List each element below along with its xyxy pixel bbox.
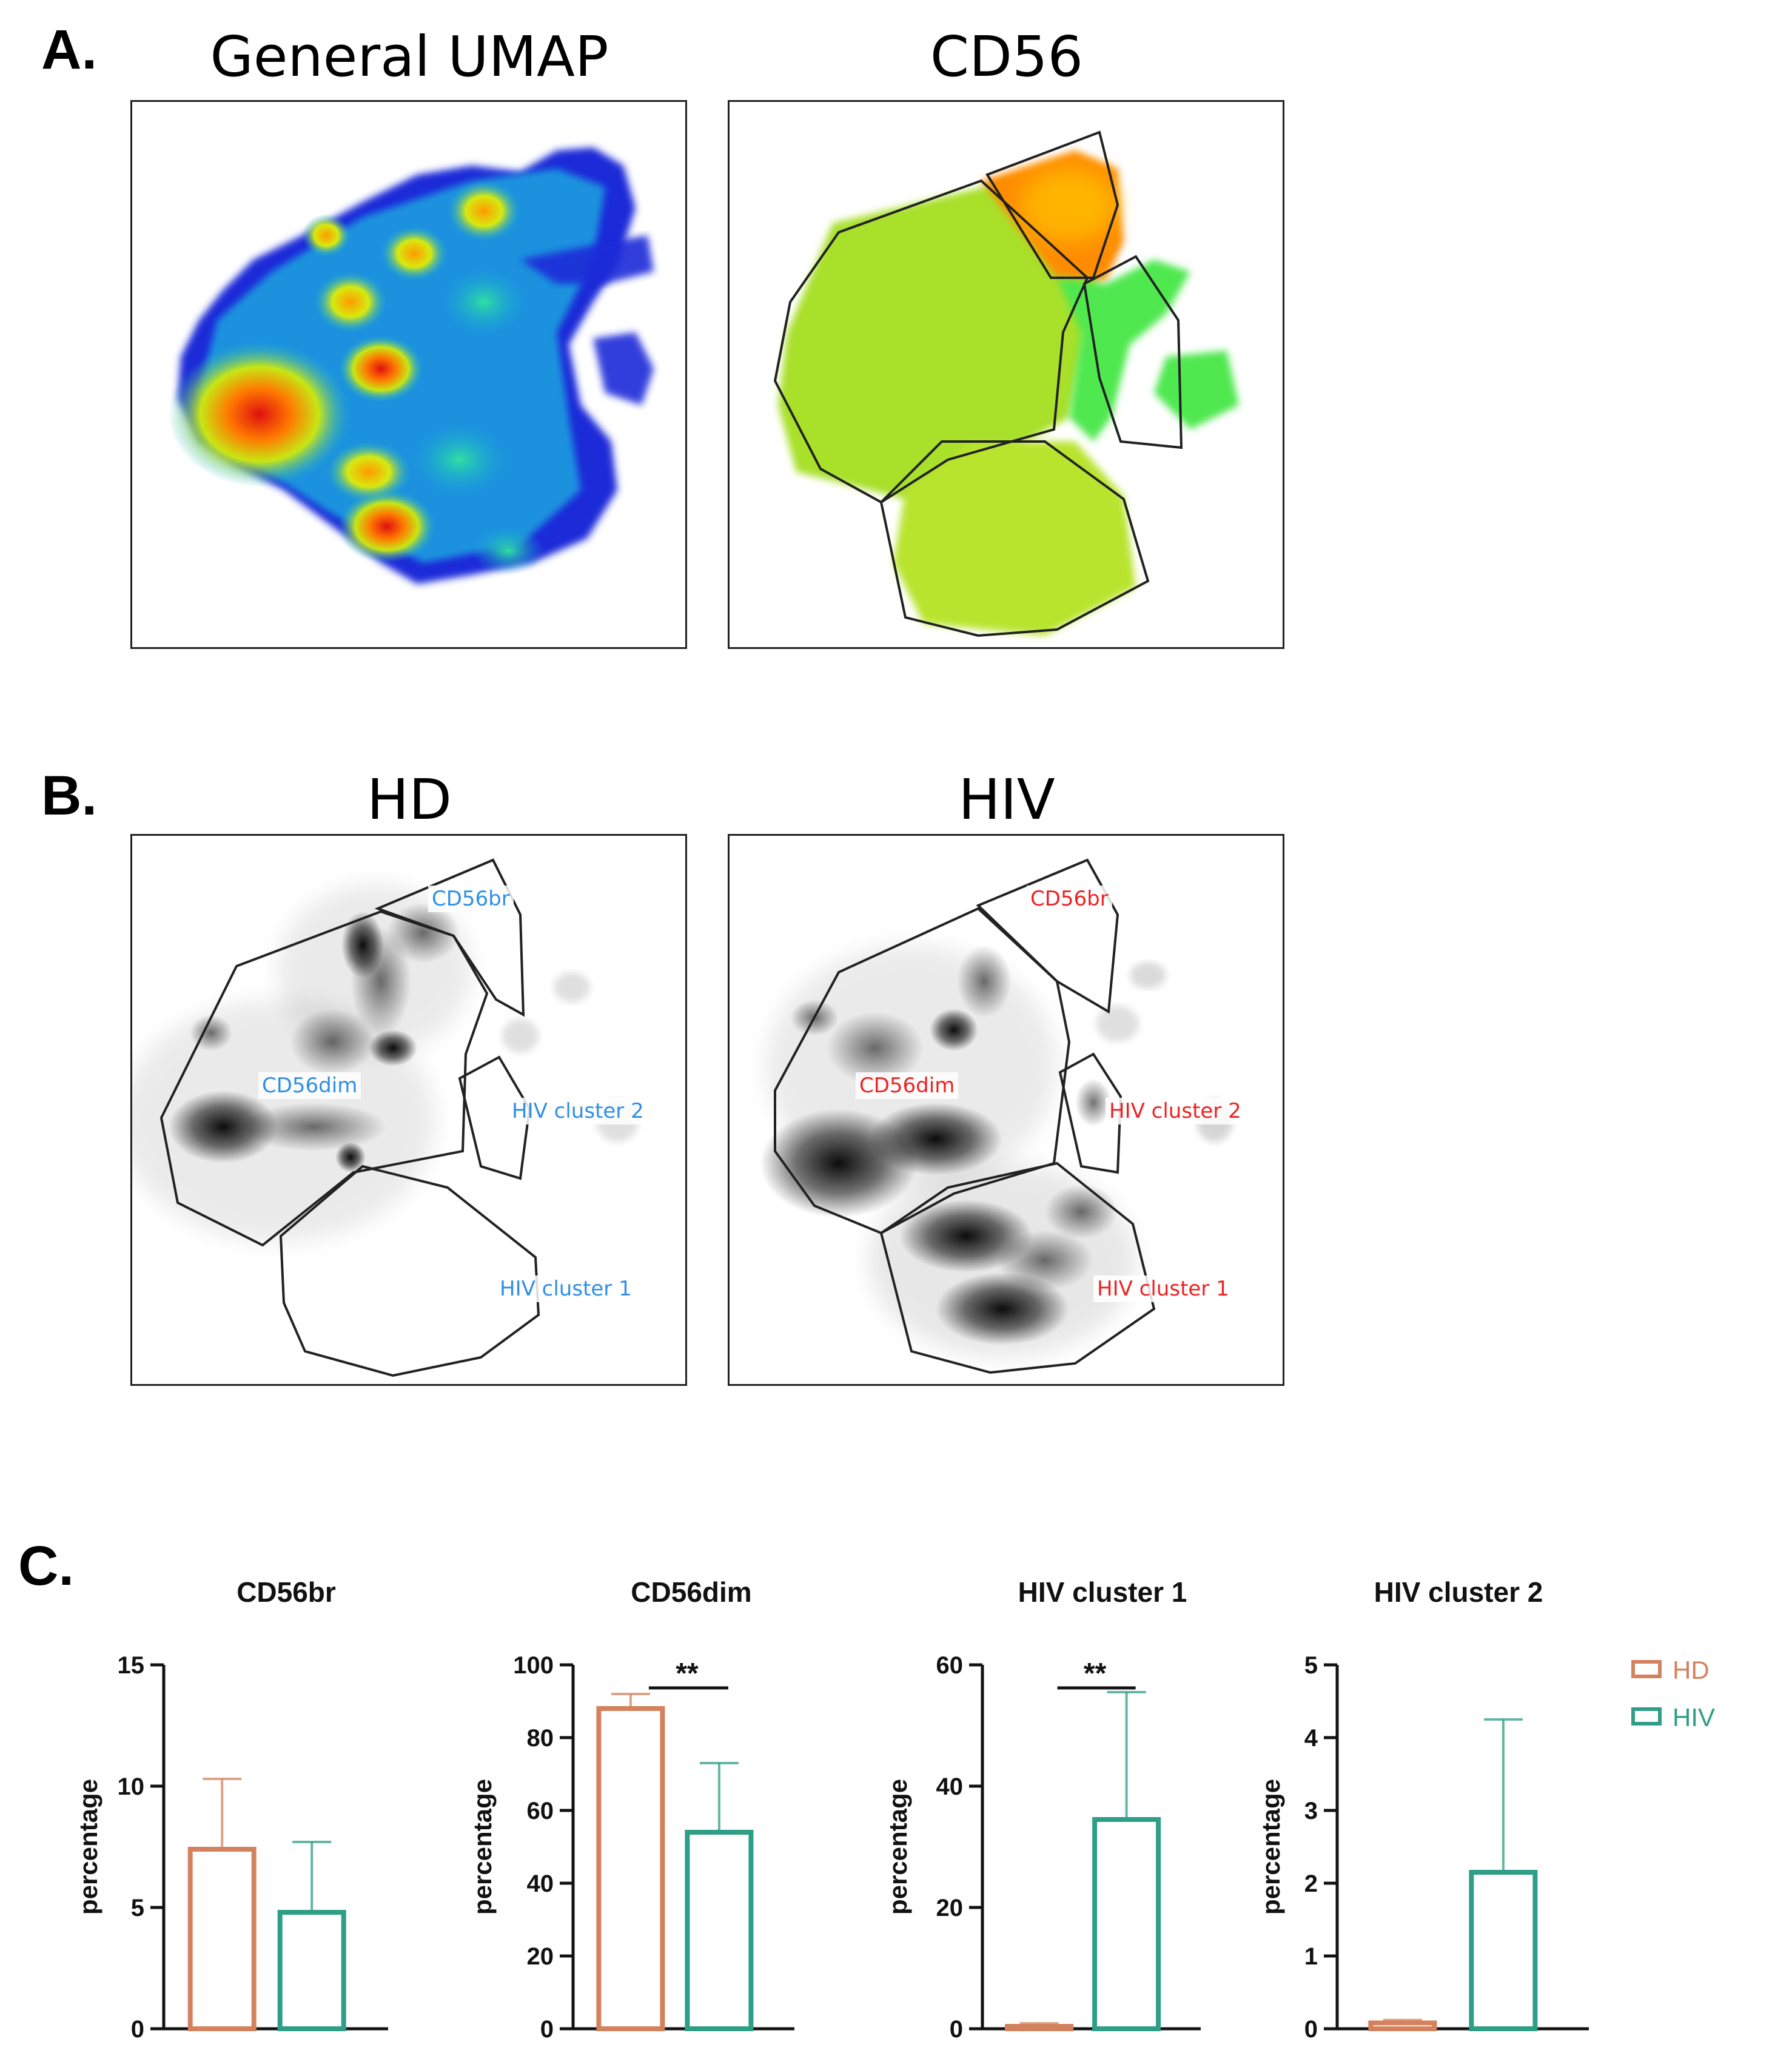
hiv-title: HIV	[958, 767, 1055, 832]
y-tick-label: 0	[1304, 2016, 1318, 2043]
cd56-title: CD56	[930, 24, 1084, 89]
y-tick-label: 4	[1304, 1725, 1318, 1752]
y-tick-label: 0	[131, 2016, 144, 2043]
y-tick-label: 2	[1304, 1870, 1318, 1897]
y-tick-label: 20	[527, 1943, 554, 1970]
cd56-plot	[728, 100, 1284, 649]
hd-label-hiv-cluster-2: HIV cluster 2	[508, 1098, 648, 1124]
bar-title-hiv-cluster-2: HIV cluster 2	[1374, 1576, 1543, 1608]
bar-hiv	[685, 1830, 754, 2031]
y-tick-label: 15	[118, 1652, 145, 1679]
hiv-label-cd56br: CD56br	[1027, 885, 1112, 912]
hiv-label-hiv-cluster-2: HIV cluster 2	[1106, 1098, 1245, 1124]
bar-hd	[187, 1847, 257, 2031]
y-tick-label: 1	[1304, 1943, 1318, 1970]
y-tick-label: 0	[950, 2016, 963, 2043]
hd-label-cd56br: CD56br	[428, 885, 514, 912]
y-tick-label: 5	[1304, 1652, 1318, 1679]
y-tick-label: 5	[131, 1895, 144, 1921]
y-tick-label: 60	[936, 1652, 964, 1679]
bar-title-cd56br: CD56br	[237, 1576, 336, 1608]
hiv-label-hiv-cluster-1: HIV cluster 1	[1093, 1275, 1233, 1302]
cd56-expression	[773, 130, 1239, 637]
hiv-density-plot: CD56br CD56dim HIV cluster 2 HIV cluster…	[728, 834, 1284, 1386]
bar-hd	[596, 1706, 665, 2031]
y-tick-label: 10	[118, 1773, 145, 1800]
hiv-label-cd56dim: CD56dim	[856, 1072, 959, 1099]
y-tick-label: 0	[540, 2016, 554, 2043]
bar-hiv	[1469, 1870, 1538, 2031]
general-umap-title: General UMAP	[210, 24, 609, 89]
hd-label-hiv-cluster-1: HIV cluster 1	[496, 1275, 636, 1302]
y-tick-label: 40	[936, 1773, 964, 1800]
panel-c-letter: C.	[18, 1535, 74, 1597]
y-axis-label: percentage	[884, 1779, 912, 1915]
legend-hiv-swatch	[1631, 1707, 1662, 1726]
bar-hd	[1368, 2020, 1437, 2031]
hd-label-cd56dim: CD56dim	[258, 1072, 361, 1099]
y-tick-label: 3	[1304, 1798, 1318, 1824]
bar-title-hiv-cluster-1: HIV cluster 1	[1018, 1576, 1187, 1608]
y-tick-label: 60	[527, 1798, 554, 1824]
panel-a-letter: A.	[41, 19, 97, 81]
y-axis-label: percentage	[468, 1779, 497, 1915]
hiv-density	[760, 858, 1233, 1374]
bar-hiv	[277, 1910, 346, 2031]
y-axis-label: percentage	[74, 1779, 102, 1915]
hd-density-plot: CD56br CD56dim HIV cluster 2 HIV cluster…	[130, 834, 687, 1386]
y-tick-label: 40	[527, 1870, 554, 1897]
y-tick-label: 80	[527, 1725, 554, 1752]
significance-label: **	[1084, 1658, 1107, 1690]
bar-hiv	[1092, 1817, 1161, 2031]
legend-hiv-label: HIV	[1673, 1703, 1716, 1732]
general-umap-plot	[130, 100, 687, 649]
panel-b-letter: B.	[41, 765, 97, 827]
significance-label: **	[676, 1658, 699, 1690]
hd-density	[132, 858, 639, 1377]
legend-hd-label: HD	[1673, 1656, 1710, 1684]
bar-title-cd56dim: CD56dim	[631, 1576, 752, 1608]
y-axis-label: percentage	[1257, 1779, 1285, 1915]
legend-hd-swatch	[1631, 1660, 1662, 1678]
y-tick-label: 100	[513, 1652, 554, 1679]
y-tick-label: 20	[936, 1895, 964, 1921]
general-umap-density	[169, 147, 654, 584]
hd-title: HD	[366, 767, 452, 832]
bar-hd	[1005, 2024, 1074, 2031]
